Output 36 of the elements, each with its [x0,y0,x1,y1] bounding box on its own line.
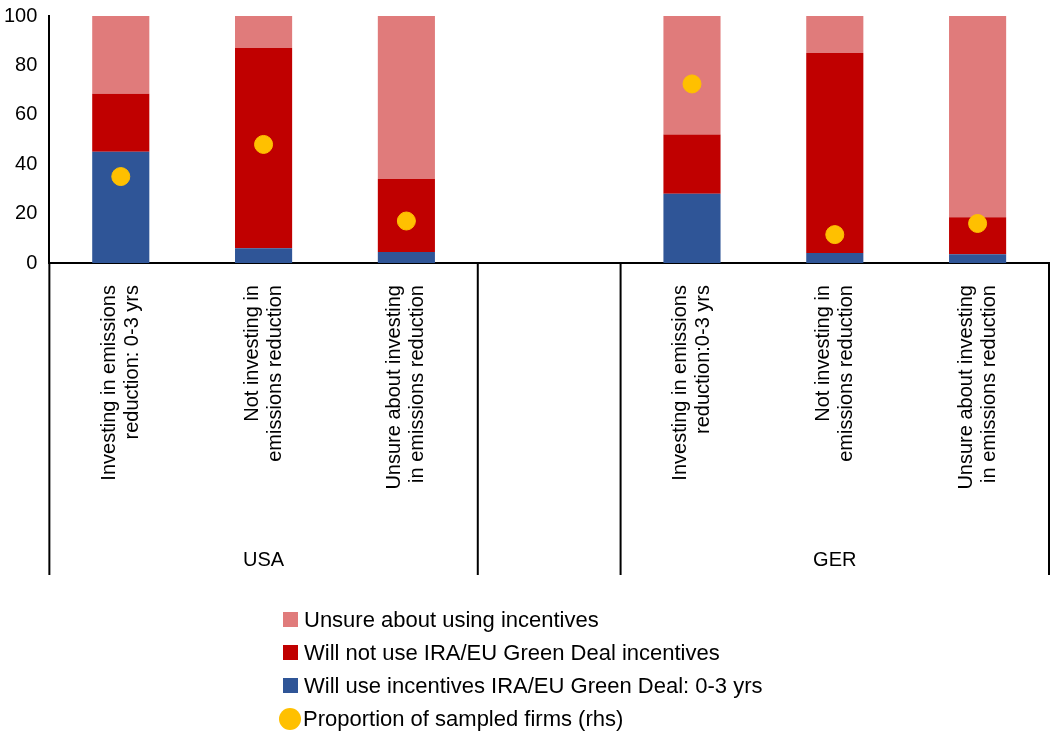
bar [663,193,721,263]
bar [235,48,293,249]
bar [92,16,150,94]
bar [377,179,435,252]
bar [663,16,721,135]
x-tick-label: Investing in emissions reduction:0-3 yrs [668,285,713,481]
y-tick-label: 0 [26,250,38,273]
point [825,225,845,245]
bar [235,16,293,49]
bar [663,134,721,194]
point [111,167,131,187]
y-tick-label: 100 [3,3,38,26]
text: USA [243,547,285,570]
point [968,213,988,233]
legend-label: Will use incentives IRA/EU Green Deal: 0-3 yrs [304,672,763,699]
bar [806,253,864,263]
legend-label: Proportion of sampled firms (rhs) [303,705,624,732]
bar [377,16,435,180]
bar [949,16,1007,218]
y-tick-label: 80 [15,52,38,75]
bar [949,254,1007,263]
point [682,74,702,94]
bar [377,251,435,263]
bar [806,16,864,54]
x-tick-label: Investing in emissions reduction: 0-3 yrs [96,285,142,481]
y-tick-label: 20 [15,201,38,224]
bar [235,248,293,263]
text: GER [813,547,857,570]
y-tick-label: 60 [15,102,38,125]
point [254,134,274,154]
bar [92,151,150,263]
bar [806,53,864,254]
bar [92,93,150,152]
legend-label: Will not use IRA/EU Green Deal incentives [304,639,720,666]
y-tick-label: 40 [15,151,38,174]
legend-label: Unsure about using incentives [304,606,599,633]
